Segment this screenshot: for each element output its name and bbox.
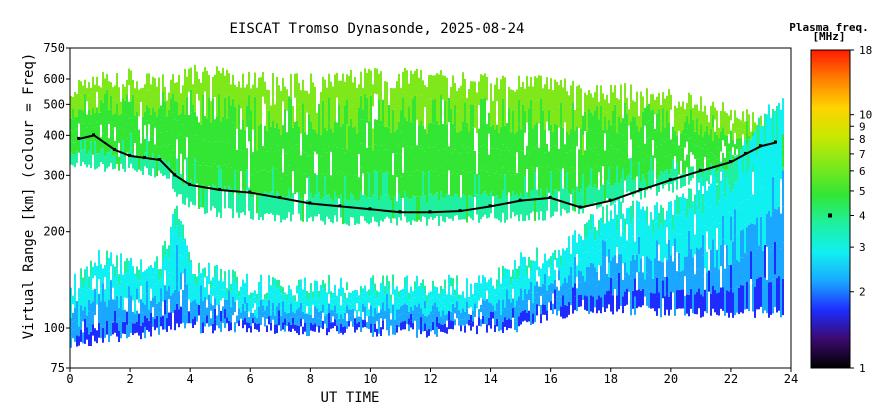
trace-point (728, 160, 732, 164)
colorbar-tick-label: 18 (859, 44, 872, 57)
x-tick-label: 10 (363, 372, 377, 386)
trace (77, 133, 777, 214)
x-tick-label: 24 (784, 372, 798, 386)
x-tick-label: 4 (187, 372, 194, 386)
colorbar-title: Plasma freq. (789, 21, 868, 34)
trace-point (743, 151, 747, 155)
trace-point (398, 210, 402, 214)
trace-point (758, 144, 762, 148)
x-tick-label: 0 (66, 372, 73, 386)
echo-band-e (70, 98, 784, 348)
trace-point (143, 155, 147, 159)
trace-point (128, 153, 132, 157)
trace-point (698, 168, 702, 172)
colorbar-tick-label: 2 (859, 286, 866, 299)
y-tick-label: 600 (43, 72, 65, 86)
colorbar-tick-label: 5 (859, 185, 866, 198)
colorbar-tick-label: 3 (859, 241, 866, 254)
colorbar-tick-label: 9 (859, 120, 866, 133)
x-axis-label: UT TIME (320, 390, 379, 406)
y-tick-label: 750 (43, 41, 65, 55)
trace-point (668, 178, 672, 182)
trace-point (113, 148, 117, 152)
y-axis-ticks: 75 100 200 300 400 500 600 750 (43, 41, 70, 375)
x-tick-label: 8 (307, 372, 314, 386)
colorbar-tick-label: 7 (859, 148, 866, 161)
trace-point (158, 158, 162, 162)
colorbar (810, 49, 851, 369)
colorbar-unit: [MHz] (812, 30, 845, 43)
trace-point (278, 195, 282, 199)
x-tick-label: 6 (247, 372, 254, 386)
x-tick-label: 12 (423, 372, 437, 386)
trace-point (92, 133, 96, 137)
trace-point (368, 207, 372, 211)
trace-point (638, 187, 642, 191)
plot-layer (70, 64, 784, 348)
y-tick-label: 300 (43, 168, 65, 182)
x-tick-label: 18 (604, 372, 618, 386)
colorbar-tick-label: 4 (859, 209, 866, 222)
trace-point (518, 198, 522, 202)
trace-point (77, 136, 81, 140)
y-axis-label: Virtual Range [km] (colour = Freq) (21, 53, 37, 340)
colorbar-marker (828, 213, 832, 218)
trace-point (548, 195, 552, 199)
y-tick-label: 100 (43, 321, 65, 335)
trace-point (578, 205, 582, 209)
trace-point (248, 190, 252, 194)
trace-point (458, 209, 462, 213)
x-tick-label: 2 (126, 372, 133, 386)
x-tick-label: 16 (543, 372, 557, 386)
colorbar-tick-label: 8 (859, 133, 866, 146)
trace-point (608, 198, 612, 202)
y-tick-label: 200 (43, 225, 65, 239)
trace-point (188, 182, 192, 186)
chart-title: EISCAT Tromso Dynasonde, 2025-08-24 (229, 21, 524, 37)
x-tick-label: 14 (483, 372, 497, 386)
x-axis-ticks: 0 2 4 6 8 10 12 14 16 18 20 22 24 (66, 368, 798, 386)
trace-point (488, 204, 492, 208)
trace-point (428, 210, 432, 214)
colorbar-tick-label: 10 (859, 109, 872, 122)
trace-point (308, 201, 312, 205)
x-tick-label: 22 (724, 372, 738, 386)
y-tick-label: 75 (51, 361, 65, 375)
trace-point (338, 204, 342, 208)
y-tick-label: 400 (43, 128, 65, 142)
colorbar-tick-label: 1 (859, 362, 866, 375)
y-tick-label: 500 (43, 97, 65, 111)
x-tick-label: 20 (664, 372, 678, 386)
trace-point (218, 187, 222, 191)
colorbar-tick-label: 6 (859, 165, 866, 178)
trace-point (773, 140, 777, 144)
trace-point (173, 173, 177, 177)
